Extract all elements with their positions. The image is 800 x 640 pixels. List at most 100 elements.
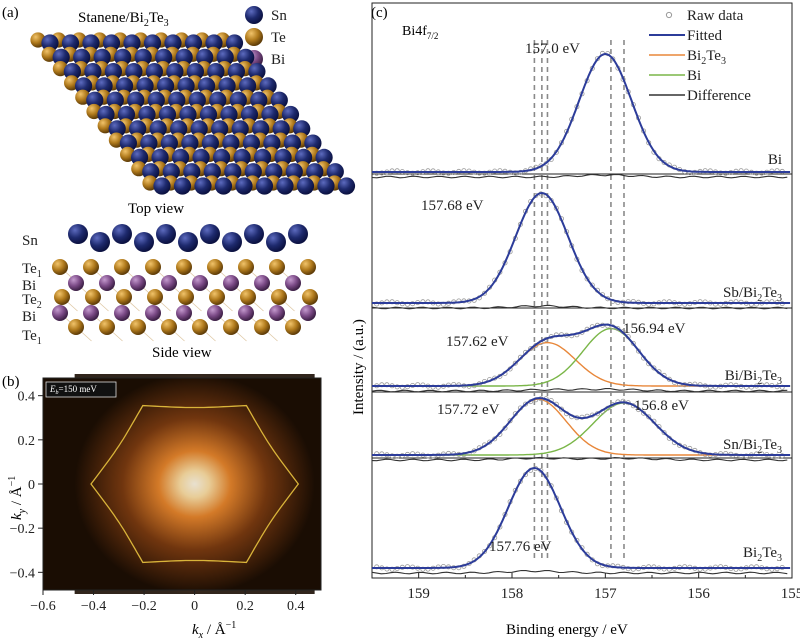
te-atom [223,319,239,335]
te-atom [271,289,287,305]
sn-atom [63,63,81,81]
panel-c-ylabel: Intensity / (a.u.) [351,319,367,415]
sn-atom [304,134,322,152]
sn-atom [188,91,206,109]
raw-data-point [661,159,667,165]
te-atom [178,289,194,305]
bi-atom [254,275,270,291]
sn-atom [244,163,262,181]
bi-atom [68,275,84,291]
sn-atom [178,232,198,252]
energy-tag: Eb=150 meV [45,381,117,398]
sn-atom [136,77,154,95]
sn-atom [220,105,238,124]
legend-label: Difference [687,88,751,104]
te-atom [302,289,318,305]
sn-atom [164,34,182,52]
sn-atom [272,120,290,138]
sn-atom [293,120,311,138]
sn-atom [194,177,212,195]
bi-atom [130,275,146,291]
sn-atom [181,134,199,152]
bi-atom [114,305,130,321]
sn-atom [166,63,184,81]
sn-atom [170,120,188,138]
raw-data-point [528,346,534,352]
sn-atom [102,34,121,52]
sn-atom [173,177,192,195]
legend-te-atom [245,28,263,46]
sn-atom [119,134,137,152]
raw-data-point [507,418,513,424]
sn-atom [196,48,214,66]
panel-a-label: (a) [2,5,19,21]
raw-data-point [584,551,590,557]
difference-curve [371,388,788,393]
sn-atom [200,224,220,244]
sn-atom [116,77,134,95]
sn-atom [114,48,132,66]
sn-atom [90,232,110,252]
sn-atom [227,63,245,81]
sn-atom [239,77,257,95]
sn-atom [138,105,156,124]
atom-legend: Sn Te Bi [245,6,287,68]
sn-atom [240,105,259,124]
panel-b: (b) Eb=150 meV −0.6 −0.4 −0.2 0 0.2 0.4 0.4 0.2… [2,374,322,640]
legend-bi-label: Bi [271,52,285,68]
sn-atom [250,91,268,109]
bi-atom [161,275,177,291]
sn-atom [41,34,59,52]
raw-data-point [651,365,657,371]
te-atom [285,319,301,335]
difference-curve [371,304,788,310]
x-tick-label: 158 [501,586,524,602]
difference-curve [371,456,788,462]
bi-atom [52,305,68,321]
sn-atom [216,48,234,66]
te-atom [116,289,132,305]
sn-atom [151,148,169,166]
peak-energy-label: 157.62 eV [446,334,509,350]
te-atom [269,259,285,275]
sn-atom [224,163,242,181]
legend-label: Fitted [687,28,723,44]
panel-b-axes: −0.6 −0.4 −0.2 0 0.2 0.4 0.4 0.2 0 −0.2 −0.4 [10,377,322,614]
sn-atom [211,120,229,138]
sn-atom [84,63,102,81]
sample-label: Bi2Te3 [743,545,782,564]
side-layer-label: Sn [22,233,38,249]
sn-atom [127,91,145,109]
sn-atom [112,224,132,244]
sn-atom [233,148,251,166]
sn-atom [237,48,255,66]
peak-energy-label: 156.94 eV [623,321,686,337]
sn-atom [106,91,124,109]
sn-atom [143,34,162,52]
sn-atom [117,105,136,124]
sample-label: Sn/Bi2Te3 [723,437,782,456]
sample-label: Bi [768,152,782,168]
sn-atom [235,177,253,195]
bi-atom [269,305,285,321]
sn-atom [134,48,152,66]
panel-b-ylabel: ky / Å−1 [7,476,28,520]
x-tick-label: 157 [594,586,617,602]
peak-energy-label: 157.76 eV [489,539,552,555]
te-atom [114,259,130,275]
x-tick-label: 156 [687,586,710,602]
sn-atom [140,134,158,152]
sn-atom [265,163,283,181]
side-view-caption: Side view [152,345,212,361]
sn-atom [125,63,143,81]
sn-atom [209,91,227,109]
raw-data-point [615,326,621,332]
sn-atom [225,34,244,52]
sn-atom [153,177,171,195]
bi-atom [176,305,192,321]
side-layer-label: Bi [22,278,36,294]
sn-atom [184,34,203,52]
panel-c-xlabel: Binding energy / eV [506,622,628,638]
